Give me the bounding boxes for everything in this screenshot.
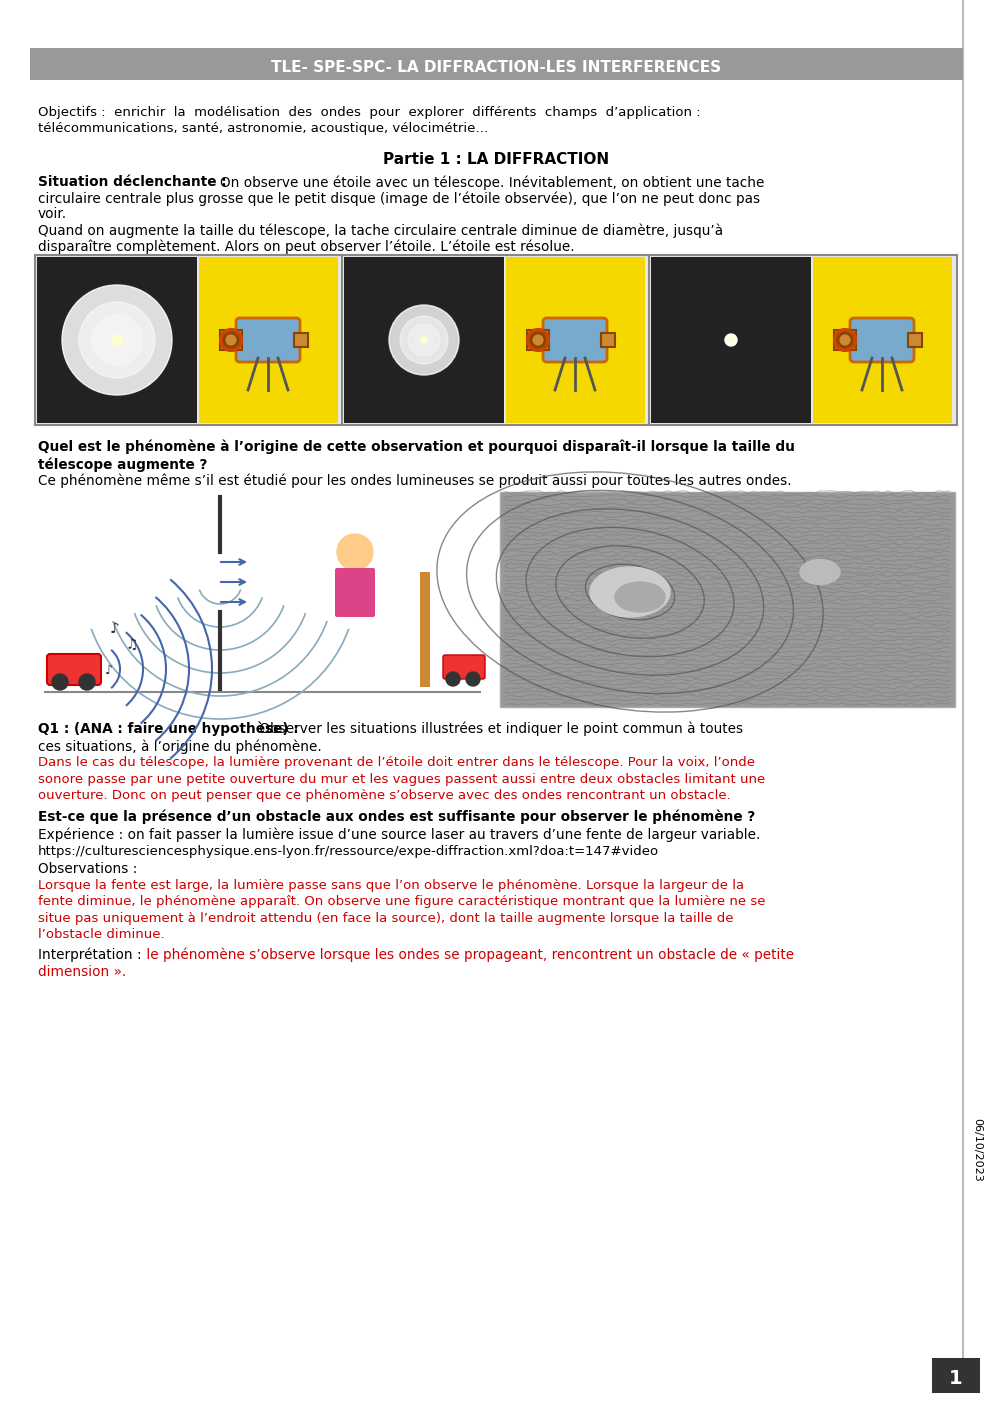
Text: ♪: ♪ bbox=[105, 664, 113, 677]
Circle shape bbox=[389, 305, 459, 375]
Circle shape bbox=[414, 330, 434, 350]
FancyBboxPatch shape bbox=[850, 317, 914, 362]
Text: Quel est le phénomène à l’origine de cette observation et pourquoi disparaît-il : Quel est le phénomène à l’origine de cet… bbox=[38, 439, 794, 455]
FancyBboxPatch shape bbox=[335, 569, 375, 616]
Bar bbox=[651, 257, 811, 423]
Text: situe pas uniquement à l’endroit attendu (en face la source), dont la taille aug: situe pas uniquement à l’endroit attendu… bbox=[38, 913, 734, 925]
Bar bbox=[35, 491, 490, 708]
Ellipse shape bbox=[615, 583, 665, 612]
FancyBboxPatch shape bbox=[543, 317, 607, 362]
Text: Expérience : on fait passer la lumière issue d’une source laser au travers d’une: Expérience : on fait passer la lumière i… bbox=[38, 828, 761, 842]
Bar bbox=[37, 257, 197, 423]
Text: 06/10/2023: 06/10/2023 bbox=[972, 1118, 982, 1182]
Circle shape bbox=[400, 316, 448, 364]
Text: ♫: ♫ bbox=[125, 637, 137, 651]
Bar bbox=[813, 257, 952, 423]
Text: Est-ce que la présence d’un obstacle aux ondes est suffisante pour observer le p: Est-ce que la présence d’un obstacle aux… bbox=[38, 810, 756, 824]
Bar bbox=[932, 1358, 980, 1393]
Bar bbox=[294, 333, 308, 347]
Bar bbox=[344, 257, 504, 423]
Text: Situation déclenchante :: Situation déclenchante : bbox=[38, 176, 226, 190]
Bar bbox=[506, 257, 645, 423]
Text: ces situations, à l’origine du phénomène.: ces situations, à l’origine du phénomène… bbox=[38, 739, 322, 754]
Text: télécommunications, santé, astronomie, acoustique, vélocimétrie…: télécommunications, santé, astronomie, a… bbox=[38, 122, 489, 135]
Text: télescope augmente ?: télescope augmente ? bbox=[38, 456, 208, 472]
Text: fente diminue, le phénomène apparaît. On observe une figure caractéristique mont: fente diminue, le phénomène apparaît. On… bbox=[38, 896, 766, 908]
Circle shape bbox=[79, 674, 95, 689]
Bar bbox=[908, 333, 922, 347]
FancyBboxPatch shape bbox=[47, 654, 101, 685]
Text: dimension ».: dimension ». bbox=[38, 965, 126, 979]
Circle shape bbox=[112, 336, 122, 345]
Text: On observe une étoile avec un télescope. Inévitablement, on obtient une tache: On observe une étoile avec un télescope.… bbox=[220, 176, 765, 190]
Bar bbox=[420, 571, 430, 687]
Text: disparaître complètement. Alors on peut observer l’étoile. L’étoile est résolue.: disparaître complètement. Alors on peut … bbox=[38, 239, 575, 254]
Text: ouverture. Donc on peut penser que ce phénomène s’observe avec des ondes rencont: ouverture. Donc on peut penser que ce ph… bbox=[38, 789, 731, 802]
Text: TLE- SPE-SPC- LA DIFFRACTION-LES INTERFERENCES: TLE- SPE-SPC- LA DIFFRACTION-LES INTERFE… bbox=[271, 59, 721, 74]
Circle shape bbox=[62, 285, 172, 395]
Bar bbox=[35, 256, 957, 425]
Circle shape bbox=[102, 324, 132, 355]
Text: Observer les situations illustrées et indiquer le point commun à toutes: Observer les situations illustrées et in… bbox=[255, 722, 743, 737]
Text: ♪: ♪ bbox=[110, 622, 120, 637]
Bar bbox=[834, 330, 856, 350]
Circle shape bbox=[466, 673, 480, 687]
Text: Lorsque la fente est large, la lumière passe sans que l’on observe le phénomène.: Lorsque la fente est large, la lumière p… bbox=[38, 879, 744, 892]
Text: Q1 : (ANA : faire une hypothèse) :: Q1 : (ANA : faire une hypothèse) : bbox=[38, 722, 299, 737]
Text: le phénomène s’observe lorsque les ondes se propageant, rencontrent un obstacle : le phénomène s’observe lorsque les ondes… bbox=[142, 948, 794, 963]
Text: l’obstacle diminue.: l’obstacle diminue. bbox=[38, 928, 165, 942]
Bar bbox=[199, 257, 338, 423]
Text: https://culturesciencesphysique.ens-lyon.fr/ressource/expe-diffraction.xml?doa:t: https://culturesciencesphysique.ens-lyon… bbox=[38, 845, 659, 858]
Circle shape bbox=[337, 534, 373, 570]
Text: voir.: voir. bbox=[38, 206, 68, 220]
Bar bbox=[527, 330, 549, 350]
Ellipse shape bbox=[800, 560, 840, 584]
Text: sonore passe par une petite ouverture du mur et les vagues passent aussi entre d: sonore passe par une petite ouverture du… bbox=[38, 772, 766, 785]
Circle shape bbox=[446, 673, 460, 687]
Circle shape bbox=[421, 337, 427, 343]
Bar bbox=[601, 333, 615, 347]
FancyBboxPatch shape bbox=[236, 317, 300, 362]
Text: Quand on augmente la taille du télescope, la tache circulaire centrale diminue d: Quand on augmente la taille du télescope… bbox=[38, 223, 723, 237]
Circle shape bbox=[79, 302, 155, 378]
Text: circulaire centrale plus grosse que le petit disque (image de l’étoile observée): circulaire centrale plus grosse que le p… bbox=[38, 191, 760, 205]
Text: Observations :: Observations : bbox=[38, 862, 137, 876]
Text: 1: 1 bbox=[949, 1369, 963, 1387]
Circle shape bbox=[725, 334, 737, 345]
Bar bbox=[220, 330, 242, 350]
Text: Interprétation :: Interprétation : bbox=[38, 948, 142, 963]
Circle shape bbox=[408, 324, 440, 357]
Circle shape bbox=[52, 674, 68, 689]
Bar bbox=[500, 491, 955, 708]
Circle shape bbox=[728, 337, 734, 343]
Bar bbox=[30, 48, 963, 80]
Text: Ce phénomène même s’il est étudié pour les ondes lumineuses se produit aussi pou: Ce phénomène même s’il est étudié pour l… bbox=[38, 475, 791, 489]
Text: Objectifs :  enrichir  la  modélisation  des  ondes  pour  explorer  différents : Objectifs : enrichir la modélisation des… bbox=[38, 105, 701, 119]
Text: Dans le cas du télescope, la lumière provenant de l’étoile doit entrer dans le t: Dans le cas du télescope, la lumière pro… bbox=[38, 755, 755, 769]
FancyBboxPatch shape bbox=[443, 656, 485, 680]
Circle shape bbox=[92, 314, 142, 365]
Ellipse shape bbox=[590, 567, 670, 616]
Text: Partie 1 : LA DIFFRACTION: Partie 1 : LA DIFFRACTION bbox=[383, 152, 609, 167]
